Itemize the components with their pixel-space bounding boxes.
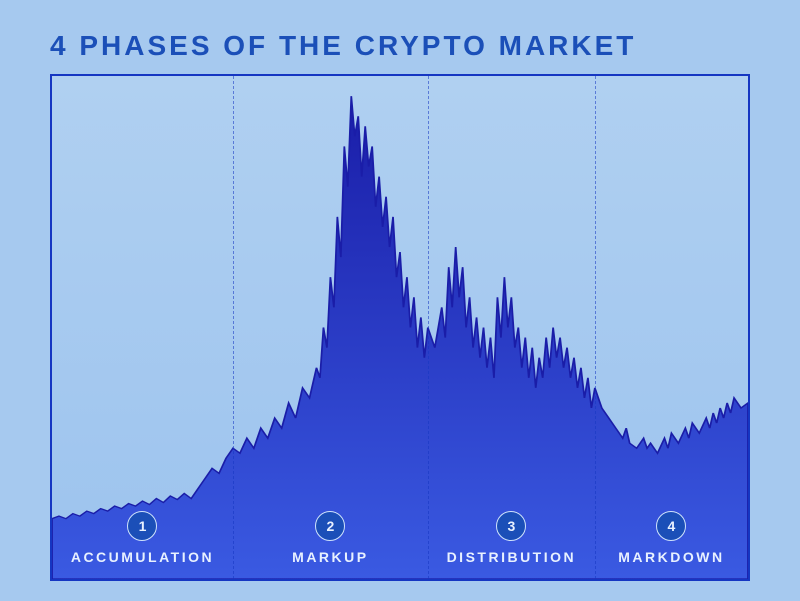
phase-divider-3 <box>595 76 596 579</box>
phase-badge-2: 2 <box>315 511 345 541</box>
page-title: 4 Phases of the Crypto Market <box>50 30 750 62</box>
phase-label-3: Distribution <box>447 549 577 565</box>
phase-accumulation: 1 Accumulation <box>52 511 233 565</box>
phase-labels: 1 Accumulation 2 Markup 3 Distribution 4… <box>52 511 748 565</box>
phase-badge-4: 4 <box>656 511 686 541</box>
chart-frame: 1 Accumulation 2 Markup 3 Distribution 4… <box>50 74 750 581</box>
phase-markdown: 4 Markdown <box>595 511 748 565</box>
phase-badge-1: 1 <box>127 511 157 541</box>
page-root: 4 Phases of the Crypto Market 1 Accumula… <box>0 0 800 601</box>
phase-badge-3: 3 <box>496 511 526 541</box>
area-chart <box>52 76 748 579</box>
phase-label-4: Markdown <box>618 549 724 565</box>
phase-label-2: Markup <box>292 549 368 565</box>
phase-divider-2 <box>428 76 429 579</box>
phase-distribution: 3 Distribution <box>428 511 595 565</box>
phase-markup: 2 Markup <box>233 511 428 565</box>
phase-divider-1 <box>233 76 234 579</box>
phase-label-1: Accumulation <box>71 549 214 565</box>
